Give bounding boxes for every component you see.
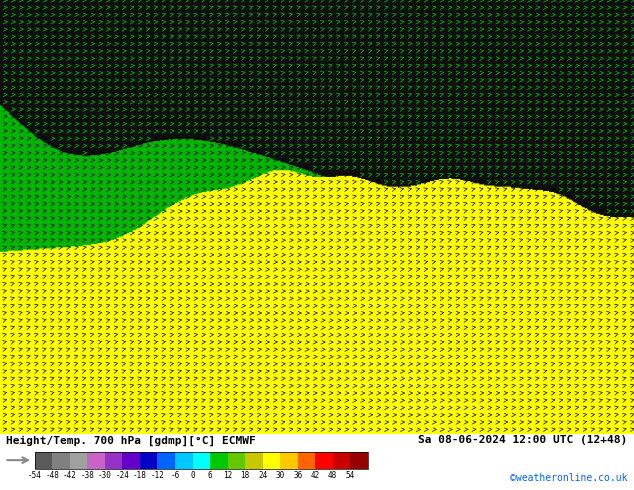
Text: 0: 0 bbox=[190, 471, 195, 480]
Bar bbox=[228, 452, 245, 468]
Text: 54: 54 bbox=[346, 471, 355, 480]
Text: 24: 24 bbox=[258, 471, 268, 480]
Text: -18: -18 bbox=[133, 471, 147, 480]
Text: Height/Temp. 700 hPa [gdmp][°C] ECMWF: Height/Temp. 700 hPa [gdmp][°C] ECMWF bbox=[6, 435, 256, 445]
Text: -54: -54 bbox=[28, 471, 42, 480]
Bar bbox=[280, 452, 297, 468]
Bar bbox=[333, 452, 350, 468]
Text: 30: 30 bbox=[276, 471, 285, 480]
Bar bbox=[193, 452, 210, 468]
Text: ©weatheronline.co.uk: ©weatheronline.co.uk bbox=[510, 473, 628, 483]
Bar bbox=[105, 452, 122, 468]
Text: -48: -48 bbox=[46, 471, 60, 480]
Bar bbox=[140, 452, 157, 468]
Text: 48: 48 bbox=[328, 471, 337, 480]
Bar bbox=[87, 452, 105, 468]
Bar bbox=[35, 452, 53, 468]
Text: 36: 36 bbox=[293, 471, 302, 480]
Bar bbox=[245, 452, 262, 468]
Text: -24: -24 bbox=[115, 471, 129, 480]
Text: -30: -30 bbox=[98, 471, 112, 480]
Bar bbox=[297, 452, 315, 468]
Text: 12: 12 bbox=[223, 471, 232, 480]
Bar bbox=[53, 452, 70, 468]
Text: 6: 6 bbox=[208, 471, 212, 480]
Text: 18: 18 bbox=[240, 471, 250, 480]
Text: Sa 08-06-2024 12:00 UTC (12+48): Sa 08-06-2024 12:00 UTC (12+48) bbox=[418, 435, 628, 445]
Bar bbox=[350, 452, 368, 468]
Bar bbox=[315, 452, 333, 468]
Bar bbox=[175, 452, 193, 468]
Bar bbox=[262, 452, 280, 468]
Text: -12: -12 bbox=[150, 471, 164, 480]
Bar bbox=[70, 452, 87, 468]
Bar bbox=[35, 452, 368, 468]
Text: -38: -38 bbox=[81, 471, 94, 480]
Bar bbox=[210, 452, 228, 468]
Text: -6: -6 bbox=[171, 471, 179, 480]
Bar bbox=[122, 452, 140, 468]
Text: -42: -42 bbox=[63, 471, 77, 480]
Text: 42: 42 bbox=[311, 471, 320, 480]
Bar bbox=[157, 452, 175, 468]
